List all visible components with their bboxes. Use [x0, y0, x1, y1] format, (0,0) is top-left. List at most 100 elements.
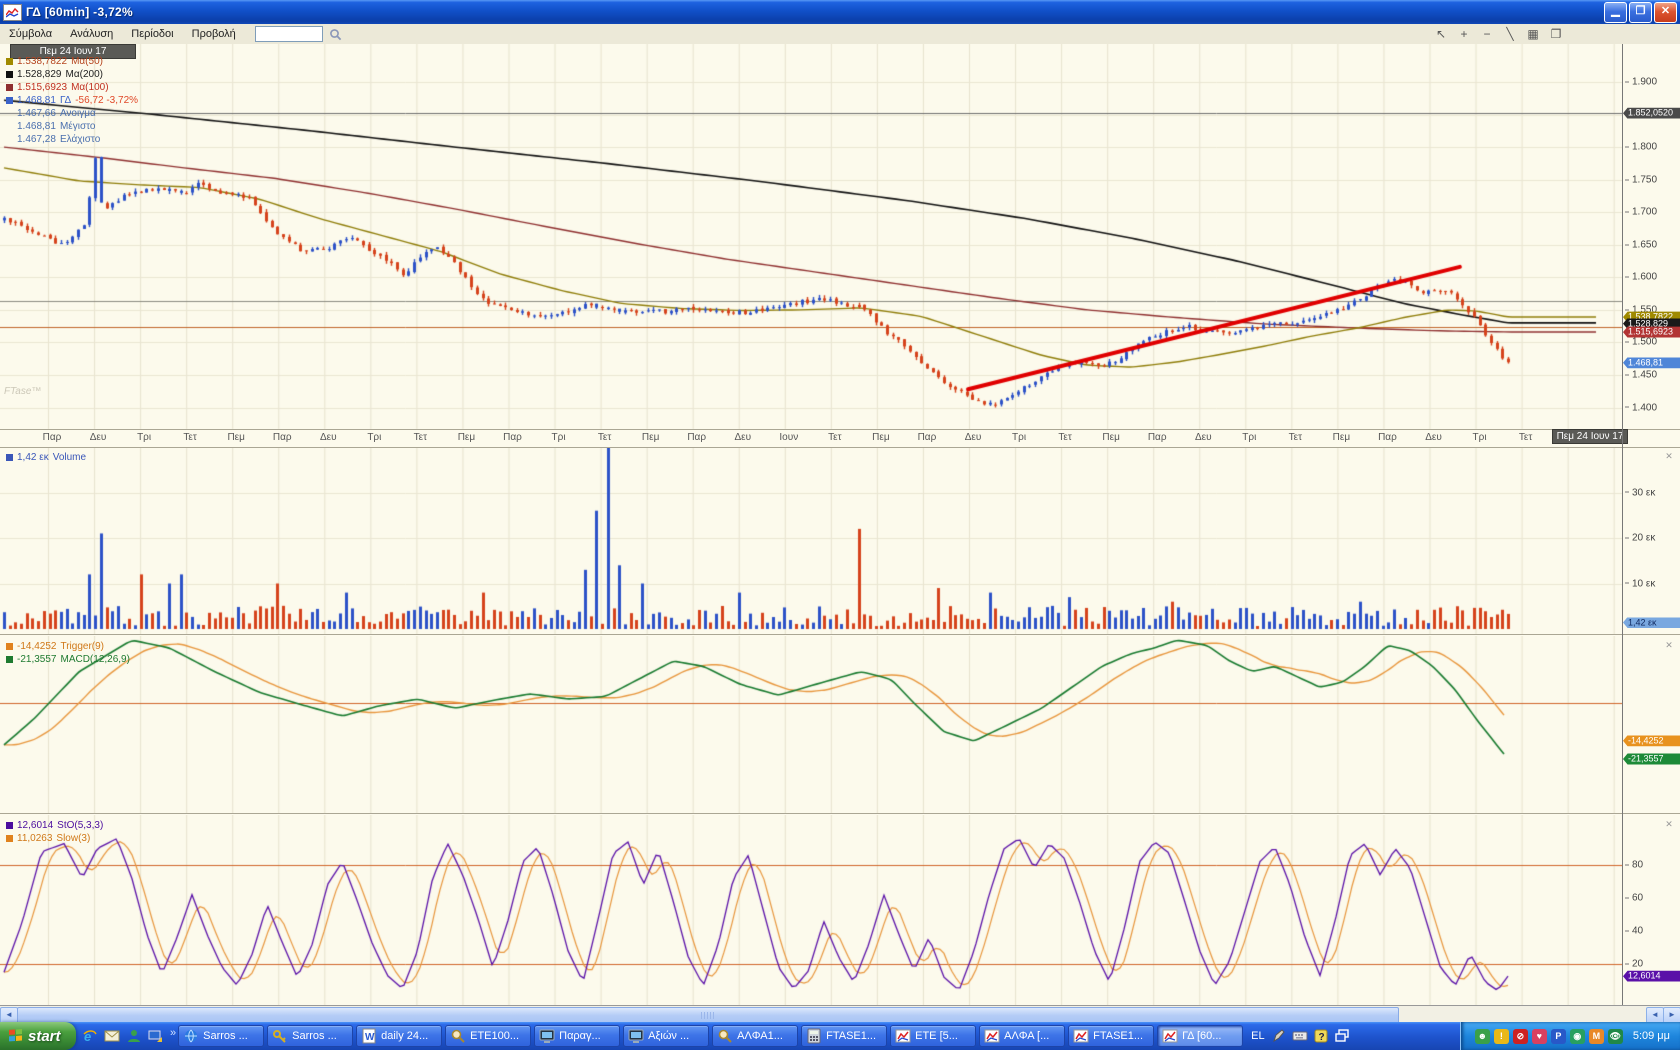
legend-row-2-marker	[6, 84, 13, 91]
legend-row-6-label: Ελάχιστο	[59, 134, 101, 145]
panel-close-icon[interactable]: ✕	[1665, 819, 1673, 829]
taskbar-button-4[interactable]: Παραγ...	[534, 1025, 621, 1047]
legend-row-3-label: ΓΔ	[59, 95, 72, 106]
macd-legend-row-0-label: Trigger(9)	[60, 641, 105, 652]
mail-quicklaunch-icon[interactable]	[103, 1027, 121, 1045]
task-label: FTASE1...	[1093, 1030, 1144, 1042]
x-axis-label: Δευ	[964, 432, 982, 443]
taskbar-button-6[interactable]: ΑΛΦΑ1...	[712, 1025, 799, 1047]
panel-close-icon[interactable]: ✕	[1665, 640, 1673, 650]
kbd-icon[interactable]	[1292, 1028, 1308, 1044]
panel-divider	[0, 447, 1680, 448]
horizontal-scrollbar[interactable]: ◄ ◄ ►	[0, 1005, 1680, 1024]
watermark: FTase™	[4, 386, 42, 397]
search-icon[interactable]	[329, 28, 342, 41]
menu-item-symbols[interactable]: Σύμβολα	[9, 27, 53, 40]
restore-icon[interactable]	[1334, 1028, 1350, 1044]
language-indicator[interactable]: EL	[1251, 1030, 1265, 1042]
crosshair-tool-icon[interactable]: +	[1460, 27, 1468, 41]
antivirus-heart-icon[interactable]: ♥	[1531, 1028, 1547, 1044]
x-axis-label: Πεμ	[227, 432, 245, 443]
p-shield-icon[interactable]: P	[1550, 1028, 1566, 1044]
macd-canvas[interactable]	[0, 636, 1622, 813]
task-label: ΓΔ [60...	[1182, 1030, 1222, 1042]
macd-legend-row-1-marker	[6, 656, 13, 663]
menu-item-analysis[interactable]: Ανάλυση	[70, 27, 114, 40]
taskbar-button-0[interactable]: Sarros ...	[178, 1025, 265, 1047]
axis-tick: 1.500	[1625, 337, 1657, 348]
taskbar-clock[interactable]: 5:09 μμ	[1632, 1030, 1670, 1042]
axis-tick: 20 εκ	[1625, 533, 1655, 544]
main-chart-canvas[interactable]	[0, 44, 1622, 447]
price-badge: 1.515,6923	[1623, 326, 1680, 338]
panel-close-icon[interactable]: ✕	[1665, 451, 1673, 461]
menu-item-periods[interactable]: Περίοδοι	[131, 27, 174, 40]
taskbar-button-10[interactable]: FTASE1...	[1068, 1025, 1155, 1047]
eye-icon[interactable]: 👁	[1607, 1028, 1623, 1044]
symbol-search-input[interactable]	[254, 26, 323, 42]
task-label: ΑΛΦΑ [...	[1004, 1030, 1050, 1042]
pointer-tool-icon[interactable]: ↖	[1435, 27, 1447, 41]
legend-row-1-marker	[6, 71, 13, 78]
ie-quicklaunch-icon[interactable]: e	[81, 1027, 99, 1045]
chart-icon	[895, 1028, 911, 1044]
taskbar-button-9[interactable]: ΑΛΦΑ [...	[979, 1025, 1066, 1047]
x-axis-label: Τετ	[413, 432, 428, 443]
chart-area: Πεμ 24 Ιουν 17 1.538,7822 Μα(50) 1.528,829…	[0, 44, 1680, 1005]
x-axis-label: Τετ	[1288, 432, 1303, 443]
security-alert-icon[interactable]: !	[1493, 1028, 1509, 1044]
taskbar-button-7[interactable]: FTASE1...	[801, 1025, 888, 1047]
grid-tool-icon[interactable]: ▦	[1527, 27, 1539, 41]
macd-legend-row-0: -14,4252 Trigger(9)	[6, 640, 130, 653]
x-axis-label: Δευ	[89, 432, 107, 443]
restore-button[interactable]: ❐	[1629, 1, 1652, 23]
x-axis-label: Παρ	[1378, 432, 1397, 443]
window-title: ΓΔ [60min] -3,72%	[26, 5, 133, 19]
legend-row-1-value: 1.528,829	[17, 69, 62, 80]
x-axis-label: Ιουν	[779, 432, 799, 443]
stochastic-canvas[interactable]	[0, 815, 1622, 1005]
legend-row-1-label: Μα(200)	[65, 69, 103, 80]
x-axis-label: Πεμ	[457, 432, 476, 443]
blocked-icon[interactable]: ⊘	[1512, 1028, 1528, 1044]
axis-tick: 80	[1625, 860, 1643, 871]
chevron-icon[interactable]: »	[170, 1027, 177, 1039]
taskbar-button-1[interactable]: Sarros ...	[267, 1025, 354, 1047]
taskbar-button-5[interactable]: Αξιών ...	[623, 1025, 710, 1047]
task-label: Sarros ...	[292, 1030, 337, 1042]
legend-row-2-value: 1.515,6923	[17, 82, 68, 93]
svg-text:W: W	[365, 1032, 375, 1043]
price-axis: 1.9001.8501.8001.7501.7001.6501.6001.550…	[1622, 44, 1680, 1005]
x-axis-label: Παρ	[687, 432, 707, 443]
zoom-out-tool-icon[interactable]: −	[1483, 27, 1491, 41]
mag-icon	[450, 1028, 466, 1044]
start-button[interactable]: start	[0, 1022, 76, 1050]
volume-canvas[interactable]	[0, 447, 1622, 634]
trendline-tool-icon[interactable]: ╲	[1506, 27, 1514, 41]
price-badge: 1.852,0520	[1623, 107, 1680, 119]
legend-row-5: 1.468,81 Μέγιστο	[6, 120, 138, 133]
desktop-quicklaunch-icon[interactable]	[147, 1027, 165, 1045]
user-quicklaunch-icon[interactable]	[125, 1027, 143, 1045]
taskbar-button-11[interactable]: ΓΔ [60...	[1157, 1025, 1244, 1047]
chart-icon	[1073, 1028, 1089, 1044]
help-icon[interactable]: ?	[1313, 1028, 1329, 1044]
taskbar-button-8[interactable]: ΕΤΕ [5...	[890, 1025, 977, 1047]
close-button[interactable]: ✕	[1654, 1, 1677, 23]
legend-row-3-change: -56,72 -3,72%	[75, 95, 139, 106]
axis-tick: 1.800	[1625, 142, 1657, 153]
taskbar-button-3[interactable]: ΕΤΕ100...	[445, 1025, 532, 1047]
stoch-legend-row-1-marker	[6, 835, 13, 842]
spybot-icon[interactable]: ◉	[1569, 1028, 1585, 1044]
menu-item-view[interactable]: Προβολή	[191, 27, 236, 40]
price-badge: -14,4252	[1623, 735, 1680, 747]
layout-tool-icon[interactable]: ❐	[1550, 27, 1562, 41]
minimize-button[interactable]: ▁	[1604, 1, 1627, 23]
legend-row-5-value: 1.468,81	[17, 121, 56, 132]
legend-row-3-marker	[6, 97, 13, 104]
pen-icon[interactable]	[1271, 1028, 1287, 1044]
axis-tick: 1.750	[1625, 174, 1657, 185]
messenger-user-icon[interactable]: ☻	[1474, 1028, 1490, 1044]
wm-icon[interactable]: M	[1588, 1028, 1604, 1044]
